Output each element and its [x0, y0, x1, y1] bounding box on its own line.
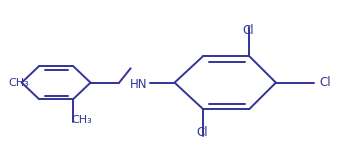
- Text: CH₃: CH₃: [71, 115, 92, 125]
- Text: Cl: Cl: [320, 76, 331, 89]
- Text: CH₃: CH₃: [8, 78, 29, 88]
- Text: Cl: Cl: [243, 24, 254, 37]
- Text: HN: HN: [130, 78, 147, 91]
- Text: Cl: Cl: [197, 126, 208, 139]
